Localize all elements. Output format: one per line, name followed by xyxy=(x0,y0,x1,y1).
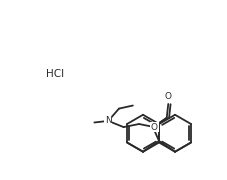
Text: N: N xyxy=(104,116,111,125)
Text: HCl: HCl xyxy=(46,69,64,79)
Text: O: O xyxy=(164,92,171,101)
Text: O: O xyxy=(150,123,157,132)
